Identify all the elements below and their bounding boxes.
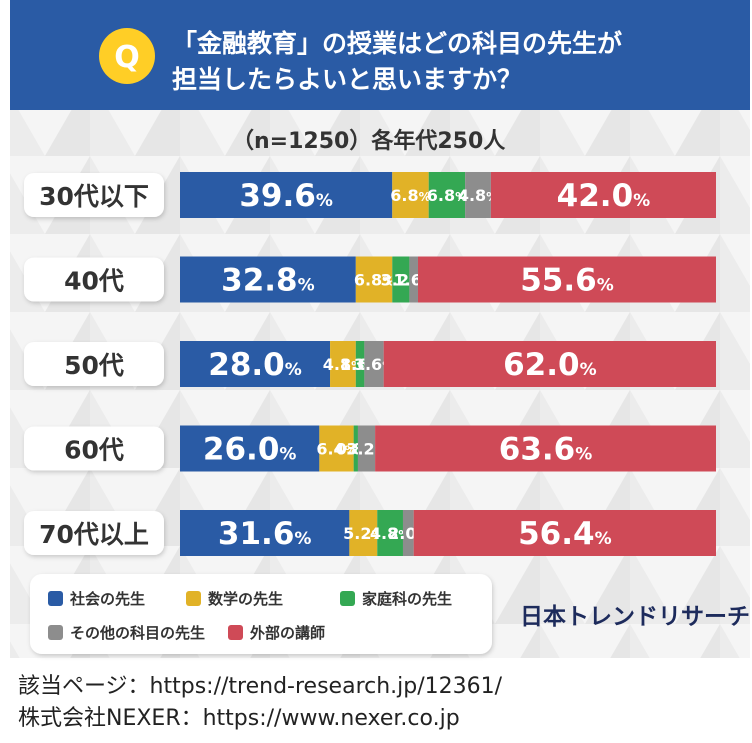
data-label: 63.6% [499, 432, 593, 468]
bar-segment [349, 510, 378, 556]
legend-label: その他の科目の先生 [70, 624, 205, 642]
data-label: 62.0% [503, 347, 597, 383]
bar-segment [465, 172, 491, 218]
question-badge-letter: Q [114, 40, 140, 75]
legend-label: 社会の先生 [69, 590, 145, 608]
bar-segment [180, 256, 356, 303]
bar-segment [180, 172, 393, 218]
legend-box [30, 574, 492, 654]
bar-segment [417, 256, 716, 303]
question-line-1: 「金融教育」の授業はどの科目の先生が [172, 29, 622, 58]
legend-swatch [228, 625, 243, 640]
bar-segment [383, 341, 716, 387]
bar-rows: 30代以下39.6%6.8%6.8%4.8%42.0%40代32.8%6.8%3… [24, 172, 716, 556]
bar-segment [319, 425, 354, 472]
data-label: 42.0% [557, 178, 651, 214]
legend-label: 外部の講師 [249, 624, 325, 642]
legend-item: 外部の講師 [228, 624, 325, 642]
bar-segment [355, 256, 393, 303]
bar-segment [413, 510, 716, 556]
category-label-box [24, 511, 164, 555]
legend-swatch [48, 591, 63, 606]
bar-segment [330, 341, 356, 387]
data-label: 6.8% [354, 271, 394, 290]
legend-item: 数学の先生 [186, 590, 283, 608]
source-page-link[interactable]: 該当ページ：https://trend-research.jp/12361/ [18, 674, 503, 699]
data-label: 55.6% [520, 263, 614, 299]
data-label: 56.4% [518, 516, 612, 552]
bar-segment [428, 172, 466, 218]
data-label: 6.8% [390, 186, 430, 205]
category-label: 30代以下 [39, 182, 149, 211]
legend-item: 社会の先生 [48, 590, 145, 608]
bar-segment [490, 172, 716, 218]
legend-label: 数学の先生 [208, 590, 283, 608]
category-label-box [24, 257, 164, 302]
category-label: 40代 [64, 267, 124, 296]
bar-segment [180, 341, 331, 387]
legend-swatch [48, 625, 63, 640]
sample-note: （n=1250）各年代250人 [232, 128, 505, 154]
brand-logo-text: 日本トレンドリサーチ [520, 604, 750, 630]
question-badge [99, 28, 155, 84]
legend-item: 家庭科の先生 [340, 590, 452, 608]
category-label: 50代 [64, 351, 124, 380]
question-line-2: 担当したらよいと思いますか？ [172, 65, 522, 94]
data-label: 31.6% [218, 516, 312, 552]
legend-swatch [340, 591, 355, 606]
bar-segment [402, 510, 414, 556]
bar-segment [392, 256, 410, 303]
bar-segment [392, 172, 429, 218]
data-label: 6.8% [427, 186, 467, 205]
category-label-box [24, 426, 164, 471]
category-label-box [24, 173, 164, 217]
source-company-link[interactable]: 株式会社NEXER：https://www.nexer.co.jp [18, 706, 460, 731]
bar-segment [409, 256, 418, 303]
bar-segment [180, 510, 350, 556]
legend-label: 家庭科の先生 [362, 590, 452, 608]
bar-segment [364, 341, 384, 387]
data-label: 32.8% [221, 263, 315, 299]
category-label-box [24, 342, 164, 386]
legend-item: その他の科目の先生 [48, 624, 205, 642]
data-label: 39.6% [239, 178, 333, 214]
bar-segment [375, 425, 716, 472]
bar-segment [355, 341, 365, 387]
legend-swatch [186, 591, 201, 606]
bar-segment [353, 425, 358, 472]
category-label: 70代以上 [39, 520, 149, 549]
data-label: 26.0% [203, 432, 297, 468]
bar-segment [180, 425, 320, 472]
bar-segment [377, 510, 403, 556]
bar-segment [357, 425, 376, 472]
category-label: 60代 [64, 436, 124, 465]
data-label: 28.0% [208, 347, 302, 383]
